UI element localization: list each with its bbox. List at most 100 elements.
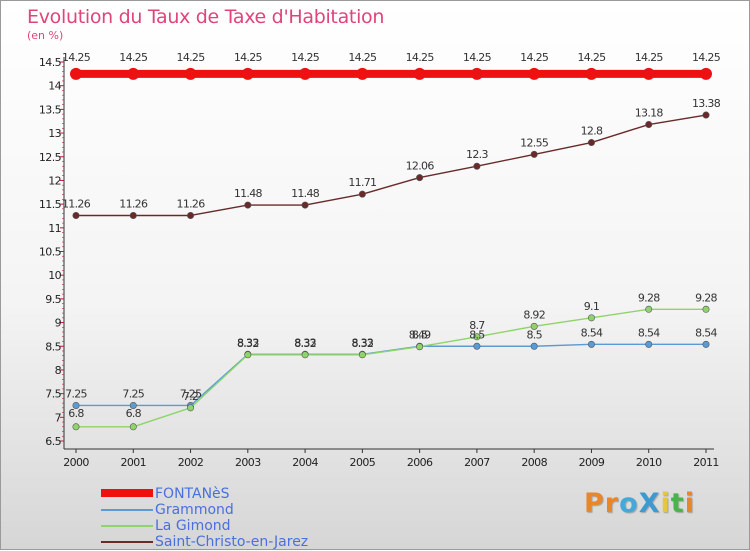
data-label: 8.54: [581, 326, 603, 339]
y-tick-label: 14: [48, 80, 61, 93]
logo-letter: o: [619, 488, 639, 519]
data-point: [587, 139, 595, 147]
data-label: 8.33: [237, 336, 259, 349]
x-tick-label: 2006: [407, 456, 433, 469]
y-tick-label: 13.5: [39, 103, 62, 116]
data-label: 14.25: [62, 51, 91, 64]
data-point: [530, 150, 538, 158]
data-label: 14.25: [520, 51, 549, 64]
data-point: [184, 67, 197, 80]
x-tick-label: 2000: [63, 456, 89, 469]
data-label: 12.55: [520, 136, 549, 149]
y-tick-label: 10: [48, 269, 61, 282]
data-label: 11.48: [234, 187, 263, 200]
data-point: [645, 305, 653, 313]
y-tick-label: 9: [55, 317, 62, 330]
x-tick-label: 2011: [693, 456, 719, 469]
data-label: 8.54: [638, 326, 660, 339]
data-label: 14.25: [577, 51, 606, 64]
x-tick-label: 2001: [120, 456, 146, 469]
data-point: [642, 67, 655, 80]
data-point: [702, 111, 710, 119]
logo-letter: X: [638, 488, 661, 519]
data-point: [129, 423, 137, 431]
data-point: [70, 67, 82, 80]
data-label: 6.8: [126, 407, 142, 420]
data-label: 13.38: [692, 97, 721, 110]
x-tick-label: 2005: [350, 456, 376, 469]
data-label: 11.48: [291, 187, 320, 200]
data-label: 8.33: [294, 336, 316, 349]
x-tick-label: 2002: [178, 456, 204, 469]
data-point: [473, 162, 481, 170]
series-line-4: [75, 114, 707, 217]
data-point: [299, 67, 312, 80]
y-tick-label: 10.5: [39, 246, 62, 259]
data-label: 6.8: [68, 407, 84, 420]
y-tick-label: 14.5: [39, 56, 62, 69]
legend-swatch: [101, 541, 153, 543]
x-tick-label: 2008: [521, 456, 547, 469]
data-point: [416, 174, 424, 182]
data-label: 8.92: [523, 308, 545, 321]
data-point: [473, 333, 481, 341]
data-point: [702, 305, 710, 313]
data-point: [530, 342, 538, 350]
x-tick-label: 2003: [235, 456, 261, 469]
data-point: [700, 67, 712, 80]
y-tick-label: 13: [48, 127, 61, 140]
data-point: [585, 67, 598, 80]
data-label: 14.25: [692, 51, 721, 64]
proxiti-logo: ProXiti: [584, 488, 695, 519]
x-tick-label: 2010: [636, 456, 662, 469]
y-tick-label: 12.5: [39, 151, 62, 164]
data-point: [129, 211, 137, 219]
y-tick-label: 11: [48, 222, 61, 235]
logo-letter: i: [684, 488, 695, 519]
data-label: 14.25: [177, 51, 206, 64]
data-label: 8.5: [526, 328, 542, 341]
legend-swatch: [101, 525, 153, 527]
data-label: 7.25: [122, 387, 144, 400]
data-label: 14.25: [234, 51, 263, 64]
data-label: 9.1: [584, 300, 599, 313]
legend-swatch: [101, 509, 153, 511]
data-point: [244, 351, 252, 359]
data-label: 8.32: [294, 337, 316, 350]
logo-letter: P: [584, 488, 605, 519]
data-point: [244, 201, 252, 209]
data-label: 14.25: [463, 51, 492, 64]
data-label: 8.33: [352, 336, 374, 349]
data-point: [470, 67, 483, 80]
data-point: [587, 340, 595, 348]
y-tick-label: 8.5: [45, 340, 61, 353]
data-label: 14.25: [348, 51, 377, 64]
data-point: [702, 340, 710, 348]
data-label: 8.32: [352, 337, 374, 350]
data-point: [358, 351, 366, 359]
logo-letter: i: [660, 488, 671, 519]
y-tick-label: 9.5: [45, 293, 61, 306]
data-point: [72, 401, 80, 409]
data-point: [358, 190, 366, 198]
y-tick-label: 11.5: [39, 198, 62, 211]
data-label: 8.49: [409, 329, 431, 342]
chart-title: Evolution du Taux de Taxe d'Habitation: [27, 6, 385, 28]
x-tick-label: 2009: [579, 456, 605, 469]
logo-letter: t: [670, 488, 685, 519]
data-point: [356, 67, 369, 80]
data-label: 11.71: [348, 176, 376, 189]
y-tick-label: 7.5: [45, 388, 61, 401]
series-line-3: [75, 308, 707, 428]
logo-letter: r: [604, 488, 620, 519]
data-label: 7.25: [180, 387, 202, 400]
data-label: 9.28: [695, 291, 717, 304]
y-tick-label: 6.5: [45, 435, 61, 448]
data-label: 14.25: [406, 51, 435, 64]
y-tick-label: 8: [55, 364, 62, 377]
data-label: 7.25: [65, 387, 87, 400]
x-tick-label: 2004: [292, 456, 318, 469]
data-point: [645, 340, 653, 348]
